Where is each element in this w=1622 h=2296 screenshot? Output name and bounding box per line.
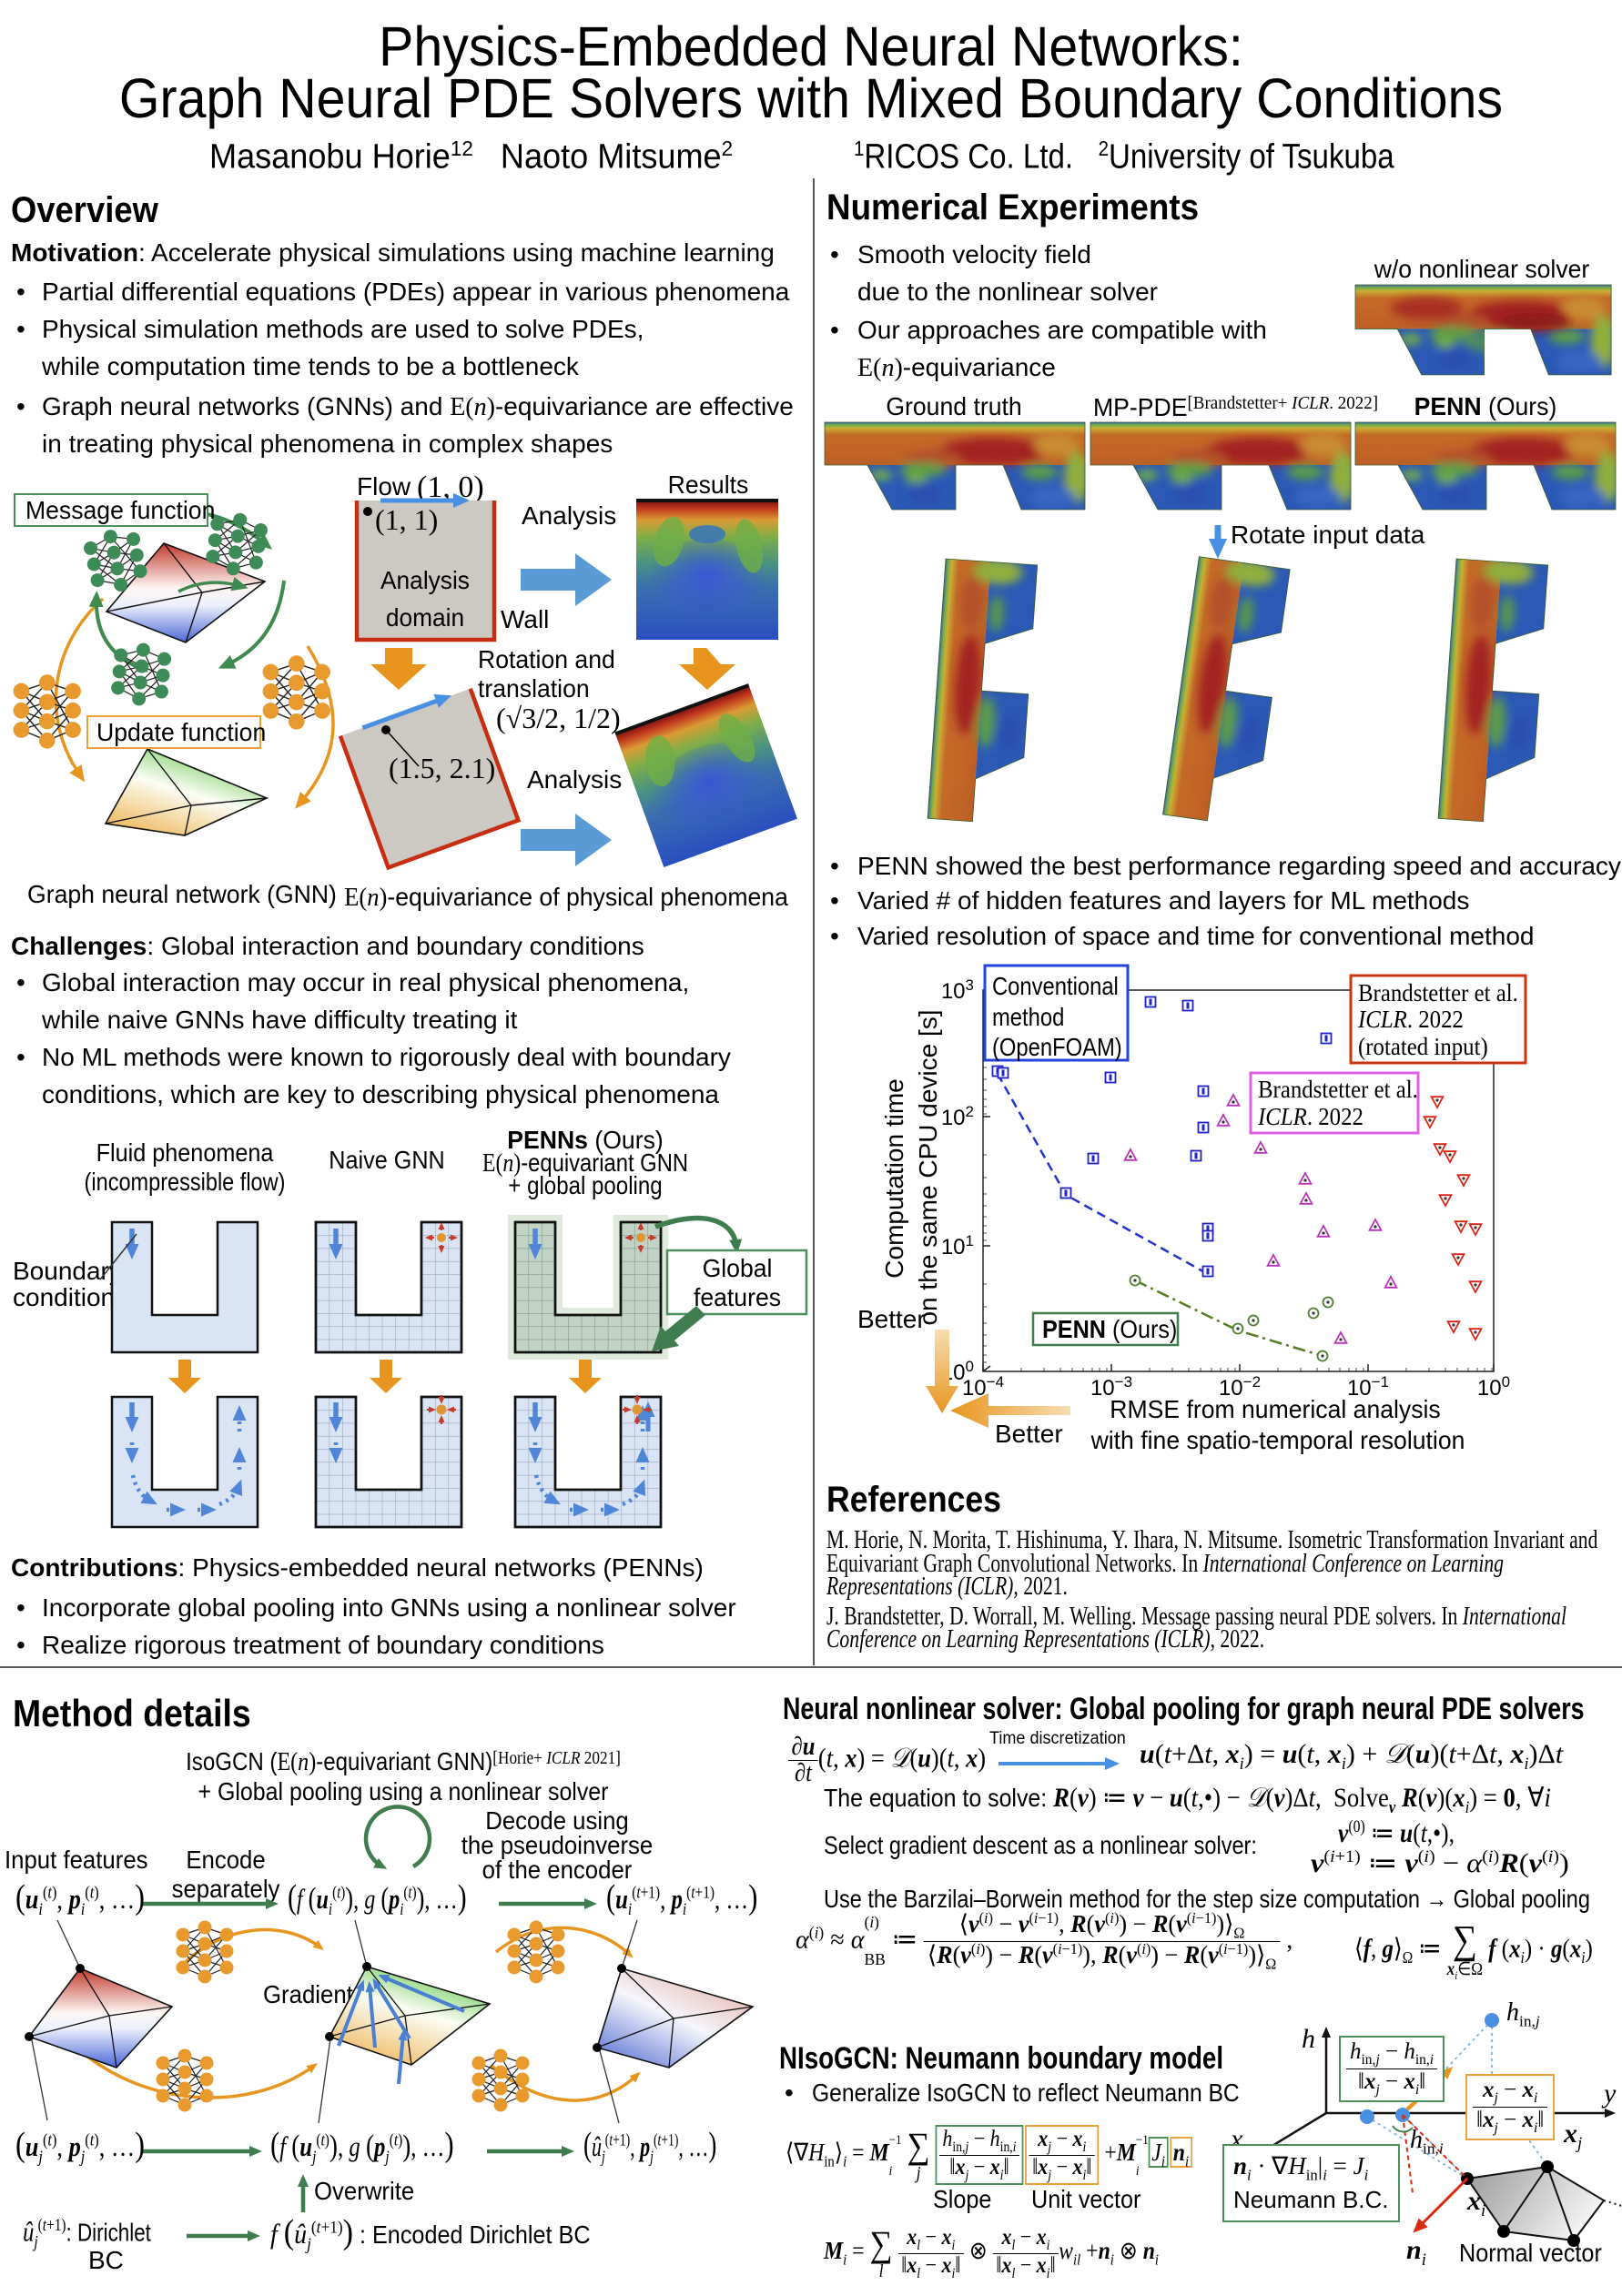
svg-text:Brandstetter et al.: Brandstetter et al.	[1258, 1076, 1418, 1103]
svg-text:103: 103	[941, 976, 974, 1004]
svg-text:E(n)-equivariance of physical: E(n)-equivariance of physical phenomena	[344, 882, 789, 911]
svg-text:Update function: Update function	[96, 717, 266, 746]
svg-text:Analysis: Analysis	[527, 765, 622, 794]
svg-text:Conventional: Conventional	[992, 971, 1119, 1000]
svg-text:Message function: Message function	[25, 495, 215, 524]
svg-text:(1.5, 2.1): (1.5, 2.1)	[389, 752, 495, 784]
svg-text:(√3/2, 1/2): (√3/2, 1/2)	[496, 702, 621, 734]
svg-text:10−2: 10−2	[1219, 1373, 1261, 1401]
svg-text:with fine spatio-temporal reso: with fine spatio-temporal resolution	[1090, 1425, 1465, 1454]
svg-text:Graph neural network (GNN): Graph neural network (GNN)	[27, 879, 337, 908]
svg-text:ICLR. 2022: ICLR. 2022	[1257, 1103, 1363, 1130]
svg-text:Global: Global	[703, 1253, 773, 1282]
svg-text:(OpenFOAM): (OpenFOAM)	[992, 1032, 1122, 1061]
svg-text:Rotation and: Rotation and	[478, 644, 615, 673]
svg-text:h: h	[1302, 2024, 1315, 2054]
svg-text:Brandstetter et al.: Brandstetter et al.	[1358, 979, 1518, 1006]
svg-text:(rotated input): (rotated input)	[1358, 1033, 1488, 1060]
svg-text:Analysis: Analysis	[522, 501, 616, 530]
svg-text:translation: translation	[478, 673, 590, 703]
svg-text:Better: Better	[995, 1420, 1063, 1448]
svg-text:101: 101	[941, 1232, 974, 1259]
svg-text:RMSE from numerical analysis: RMSE from numerical analysis	[1110, 1394, 1440, 1423]
svg-text:y: y	[1601, 2079, 1617, 2109]
svg-text:features: features	[694, 1282, 781, 1311]
svg-text:ICLR. 2022: ICLR. 2022	[1357, 1006, 1464, 1033]
svg-text:102: 102	[941, 1103, 974, 1130]
svg-text:Better: Better	[857, 1305, 926, 1333]
svg-text:100: 100	[1477, 1373, 1510, 1401]
svg-text:Flow: Flow	[357, 472, 411, 501]
svg-text:Wall: Wall	[501, 605, 549, 633]
svg-text:(1, 1): (1, 1)	[375, 503, 438, 536]
svg-text:Results: Results	[668, 470, 749, 499]
svg-text:Computation time: Computation time	[880, 1078, 908, 1278]
svg-text:Analysis: Analysis	[380, 565, 470, 594]
svg-text:PENN (Ours): PENN (Ours)	[1042, 1315, 1177, 1344]
svg-text:domain: domain	[386, 602, 464, 632]
svg-text:method: method	[992, 1002, 1064, 1031]
svg-text:10−1: 10−1	[1347, 1373, 1389, 1401]
svg-text:on the same CPU device [s]: on the same CPU device [s]	[914, 1009, 942, 1325]
